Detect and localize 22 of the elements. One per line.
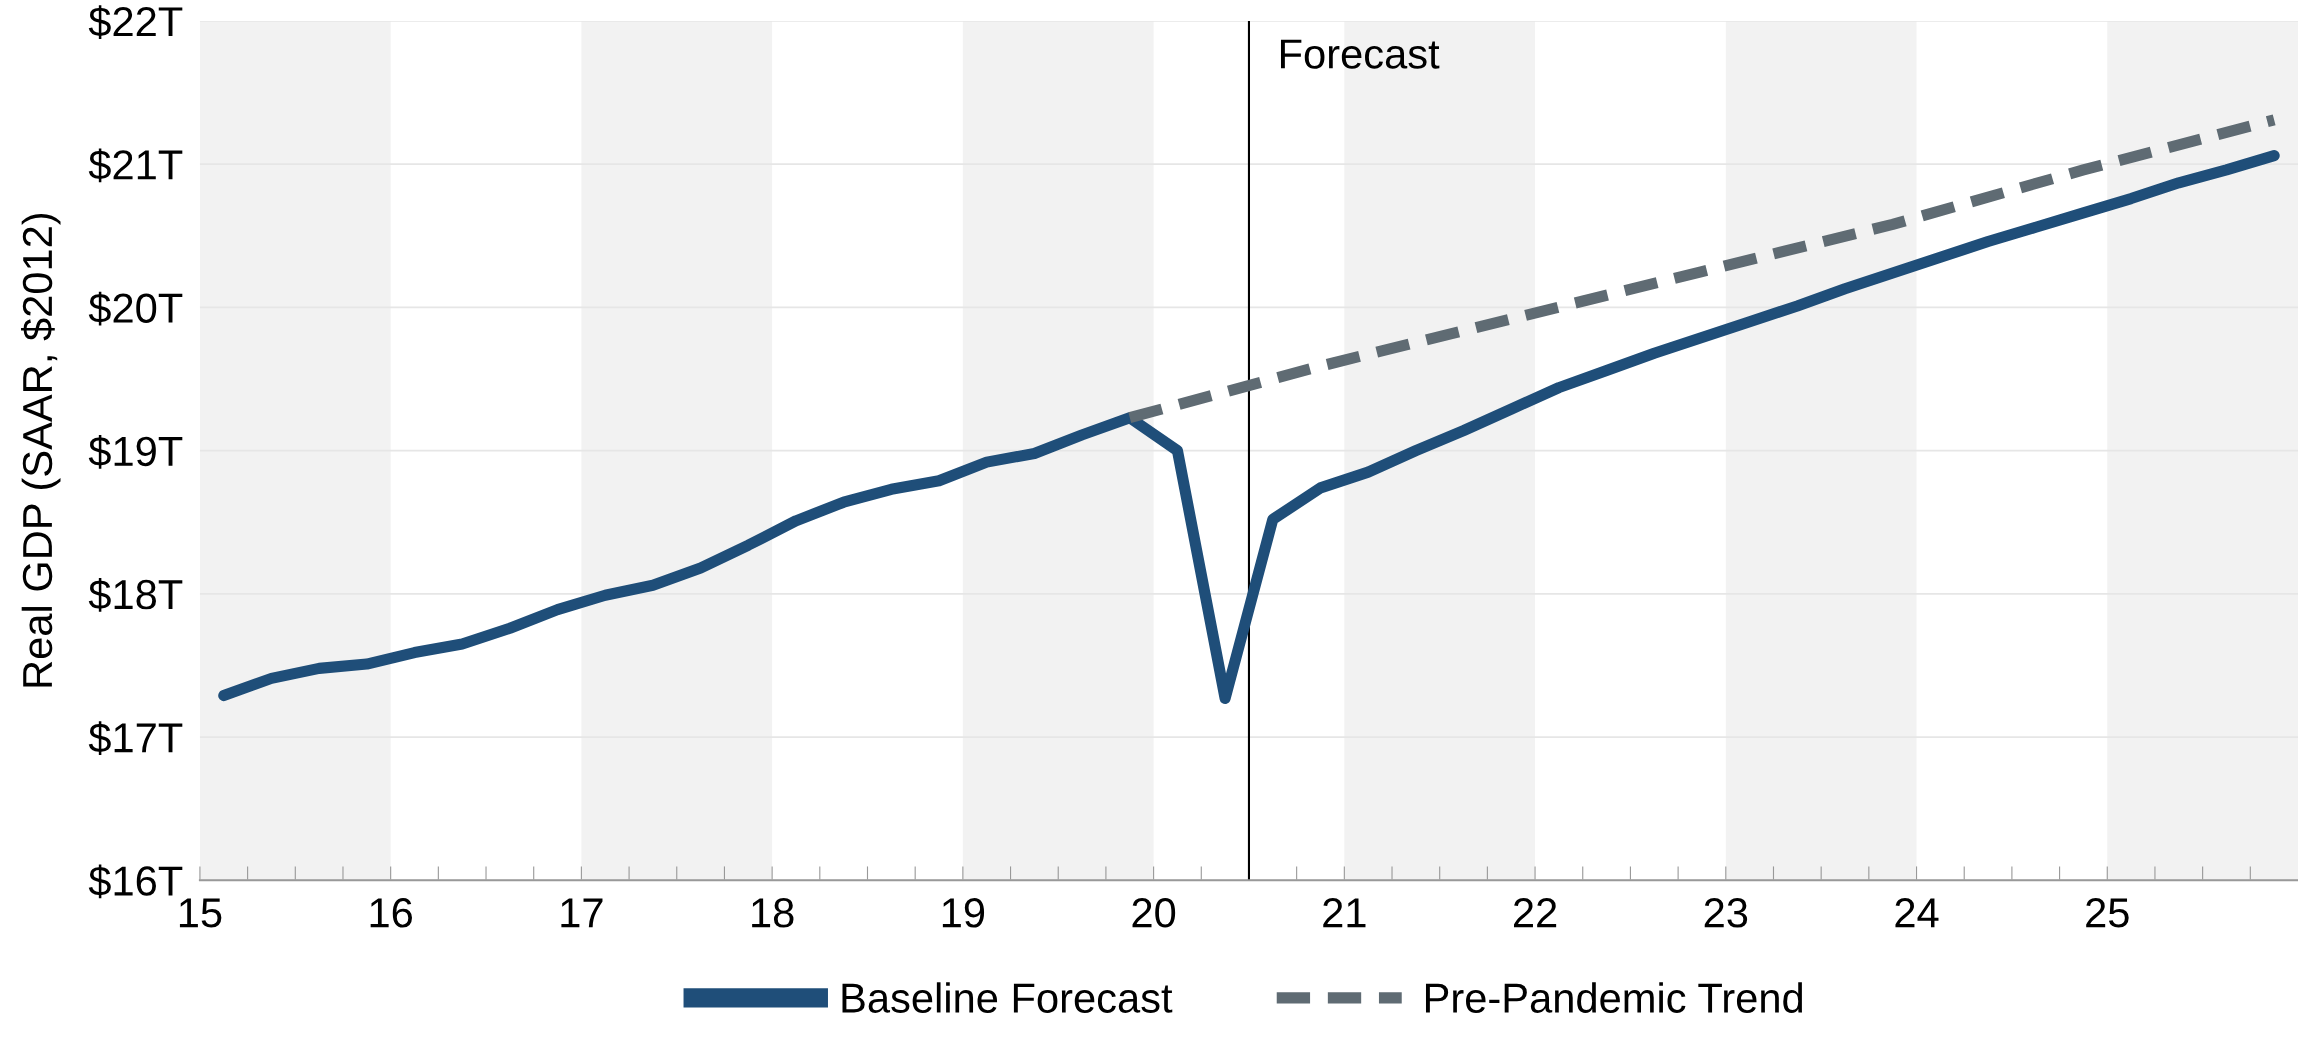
x-tick-label: 17 xyxy=(561,898,603,928)
y-tick-label: $18T xyxy=(88,578,183,612)
y-tick-label: $20T xyxy=(88,291,183,326)
y-tick-label: $16T xyxy=(88,864,183,899)
x-tick-label: 18 xyxy=(752,898,794,928)
x-tick-label: 25 xyxy=(2086,898,2129,928)
x-tick-label: 24 xyxy=(1895,898,1939,928)
legend-label: Baseline Forecast xyxy=(842,982,1173,1013)
x-tick-label: 23 xyxy=(1704,898,1748,928)
x-tick-label: 19 xyxy=(942,898,985,928)
legend-label: Pre-Pandemic Trend xyxy=(1425,982,1803,1013)
x-tick-label: 22 xyxy=(1513,898,1557,928)
x-tick-label: 16 xyxy=(370,898,412,928)
x-tick-label: 15 xyxy=(179,898,222,928)
y-tick-label: $19T xyxy=(88,434,183,469)
y-axis-title: Real GDP (SAAR, $2012) xyxy=(21,213,61,687)
y-tick-label: $22T xyxy=(88,5,183,39)
x-tick-label: 20 xyxy=(1132,898,1176,928)
y-tick-label: $17T xyxy=(88,721,183,756)
ref-line-label: Forecast xyxy=(1280,39,1440,69)
y-tick-label: $21T xyxy=(88,148,183,183)
x-tick-label: 21 xyxy=(1323,898,1366,928)
